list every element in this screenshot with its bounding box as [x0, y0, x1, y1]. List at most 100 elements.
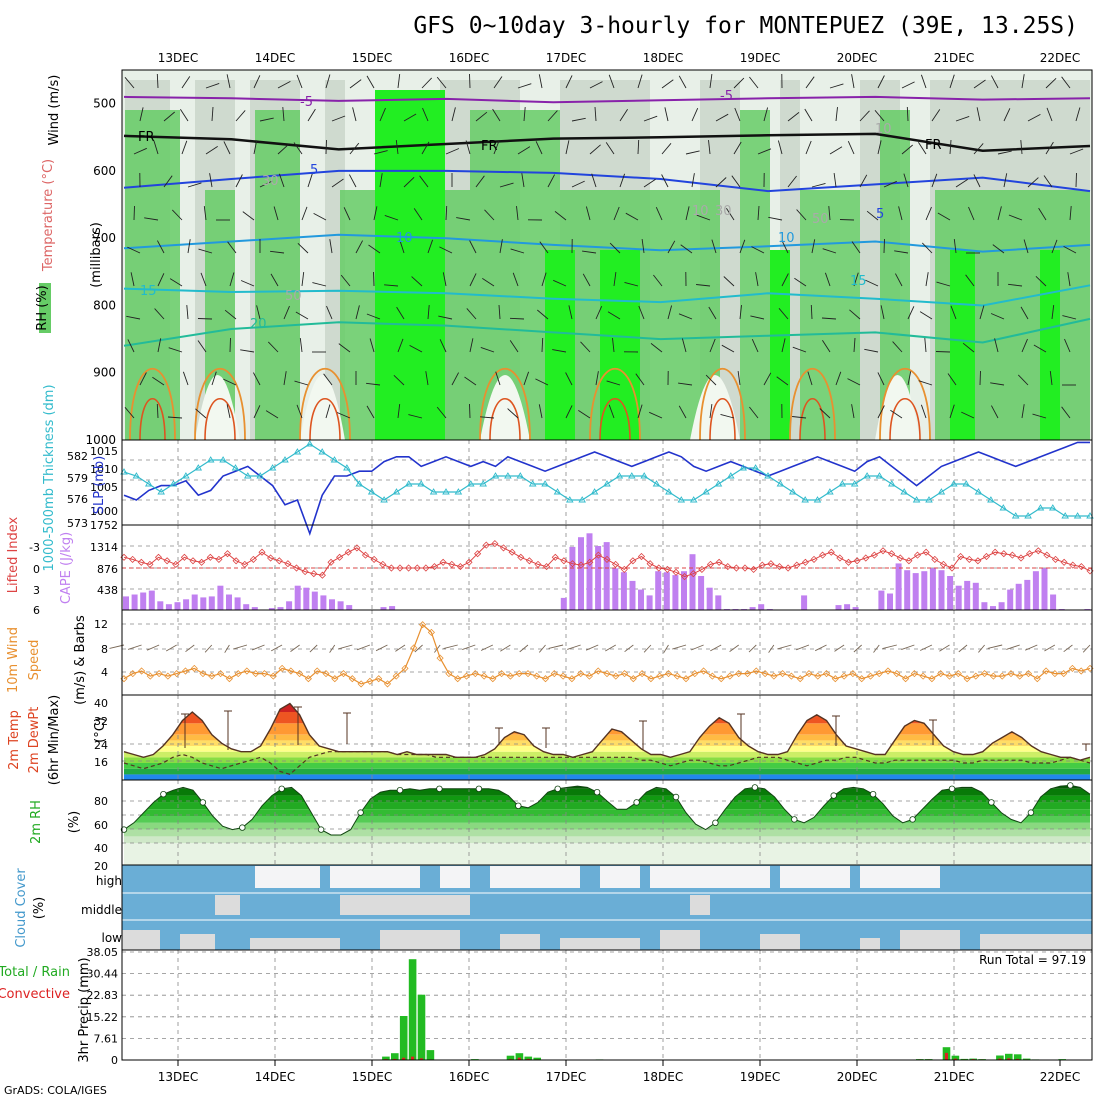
li-marker	[336, 553, 344, 561]
thickness-marker	[367, 488, 376, 495]
precip-bar	[417, 994, 426, 1060]
wind-barb	[523, 371, 530, 386]
li-marker	[275, 557, 283, 565]
precip-tick: 30.44	[87, 968, 119, 981]
wind-barb-10m	[987, 644, 1003, 649]
wind-barb	[223, 378, 237, 386]
cape-bar	[852, 607, 859, 610]
li-marker	[474, 550, 482, 558]
li-marker	[853, 557, 861, 565]
wind-barb	[777, 140, 783, 155]
wind-barb	[259, 117, 274, 122]
pressure-tick: 900	[93, 366, 116, 380]
li-marker	[146, 560, 154, 568]
wind-speed-marker	[717, 675, 725, 683]
wind-speed-marker	[629, 675, 637, 683]
wind-barb	[445, 205, 448, 221]
wind-barb-10m	[270, 644, 283, 652]
wind-speed-marker	[550, 670, 558, 678]
precip-bar	[533, 1057, 541, 1060]
wind-tick: 8	[101, 643, 108, 656]
thickness-marker	[652, 480, 661, 487]
wind-speed-marker	[638, 670, 646, 678]
cape-bar	[277, 607, 284, 610]
wind-barb	[482, 278, 495, 287]
li-marker	[491, 540, 499, 548]
wind-barb	[1032, 413, 1047, 419]
li-marker	[681, 573, 689, 581]
wind-barb	[413, 208, 423, 221]
thickness-marker	[1024, 512, 1032, 519]
temp-band	[124, 734, 1090, 741]
wind-barb	[235, 110, 246, 122]
temp-band	[124, 703, 1090, 712]
cape-bar	[844, 604, 851, 610]
wind-barb	[835, 107, 838, 122]
rh-marker	[278, 785, 285, 792]
hot-isotherm	[799, 397, 826, 441]
wind-speed-marker	[568, 675, 576, 683]
li-marker	[689, 570, 697, 578]
li-marker	[284, 560, 292, 568]
bottom-date-label: 18DEC	[643, 1070, 683, 1084]
wind-barb	[829, 83, 844, 89]
rh-marker	[160, 791, 167, 798]
wind-barb	[649, 411, 663, 419]
thickness-marker	[628, 472, 636, 479]
wind-barb	[580, 341, 591, 353]
li-marker	[361, 551, 370, 559]
wind-barb	[625, 212, 639, 221]
wind-barb	[538, 74, 543, 89]
temp-bands	[124, 703, 1090, 780]
axis-label-temp-4: (°C)	[93, 717, 108, 743]
wind-speed-marker	[893, 670, 901, 678]
wind-barb	[475, 175, 485, 188]
wind-barb	[749, 406, 759, 419]
wind-barb	[1051, 239, 1058, 254]
li-marker	[215, 555, 223, 563]
wind-barb-10m	[356, 644, 371, 651]
cape-tick: 1314	[90, 541, 118, 554]
wind-barb	[323, 373, 333, 386]
wind-barb	[1017, 374, 1029, 386]
wind-barb	[918, 380, 933, 386]
cape-bar	[681, 571, 687, 610]
wind-barb	[1023, 239, 1029, 254]
top-date-label: 15DEC	[352, 51, 392, 65]
wind-barb	[709, 404, 713, 419]
wind-barb-10m	[480, 644, 494, 651]
rh-tick: 20	[94, 860, 108, 873]
panel-2m-rh: 80 60 40 20	[94, 779, 1093, 873]
cape-bar	[560, 597, 567, 610]
wind-barb	[409, 345, 423, 353]
wind-barb	[568, 305, 573, 320]
li-marker	[758, 561, 766, 569]
wind-barb	[282, 107, 285, 122]
precip-legend-total: Total / Rain	[0, 965, 70, 980]
cape-bar	[904, 570, 911, 610]
wind-speed-marker	[445, 670, 453, 678]
wind-barb	[325, 139, 327, 155]
cape-bar	[912, 573, 919, 610]
wind-barb	[650, 343, 663, 353]
wind-speed-marker	[199, 670, 207, 678]
cape-bar	[200, 597, 207, 610]
wind-barb-10m	[585, 644, 599, 651]
rh-marker	[317, 826, 325, 833]
wind-barb	[259, 180, 273, 188]
thickness-marker	[950, 480, 958, 487]
li-marker	[430, 563, 439, 571]
li-marker	[1043, 551, 1051, 559]
precip-tick: 0	[111, 1054, 118, 1067]
wind-barb	[865, 279, 879, 287]
wind-barb	[667, 240, 676, 254]
temp-band	[124, 757, 1090, 763]
wind-speed-marker	[181, 667, 190, 675]
wind-barb	[156, 73, 159, 89]
wind-barb-10m	[146, 644, 160, 651]
wind-speed-marker	[621, 670, 629, 678]
cape-bar	[672, 575, 679, 610]
wind-barb	[197, 340, 207, 353]
wind-barb	[329, 239, 333, 254]
cloud-high-gap	[780, 866, 850, 888]
